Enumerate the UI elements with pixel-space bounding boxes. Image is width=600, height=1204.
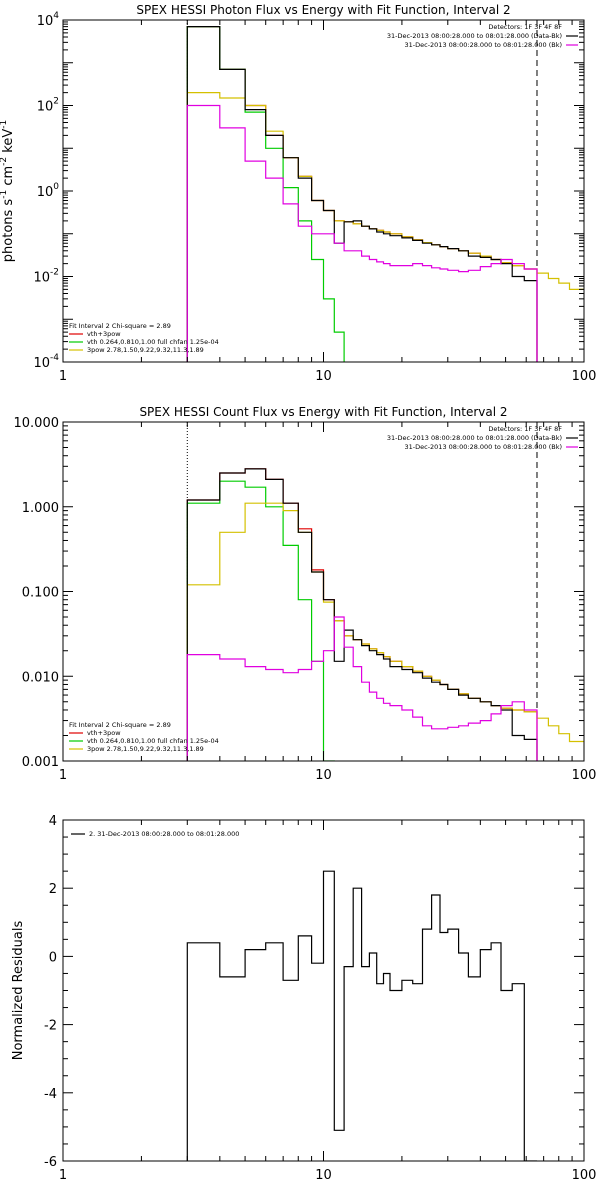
legend-entry: 3pow 2.78,1.50,9.22,9.32,11.3,1.89: [87, 745, 204, 753]
plot-area-1: [186, 20, 584, 362]
plot-frame-1: [62, 19, 585, 363]
legend-fit-info: Fit Interval 2 Chi-square = 2.89: [69, 322, 171, 330]
legend-entry: vth 0.264,0.810,1.00 full chfan 1.25e-04: [87, 338, 219, 346]
x-tick-label: 100: [572, 768, 597, 783]
series-bk: [186, 616, 538, 761]
x-tick-label: 10: [315, 369, 332, 384]
y-tick-label: 0.010: [22, 670, 59, 685]
series-vth-3pow: [186, 468, 538, 761]
y-tick-label: -6: [44, 1155, 57, 1170]
x-tick-label: 1: [59, 369, 67, 384]
y-tick-label: 0.001: [22, 755, 59, 770]
legend-top-right-entry: 31-Dec-2013 08:00:28.000 to 08:01:28.000…: [387, 434, 562, 442]
y-tick-label: 2: [49, 882, 57, 897]
y-tick-label: 0: [49, 950, 57, 965]
y-axis-label: Normalized Residuals: [11, 921, 26, 1061]
legend-top-right-entry: Detectors: 1F 3F 4F 8F: [488, 23, 562, 31]
series-data-bk: [186, 468, 538, 761]
series-vth-3pow: [186, 26, 538, 362]
legend-top-right-entry: 31-Dec-2013 08:00:28.000 to 08:01:28.000…: [387, 32, 562, 40]
x-tick-label: 10: [315, 768, 332, 783]
y-axis-label: photons s-1 cm-2 keV-1: [0, 120, 16, 262]
x-tick-label: 1: [59, 768, 67, 783]
legend-top-right-entry: 31-Dec-2013 08:00:28.000 to 08:01:28.000…: [405, 41, 563, 49]
legend-entry: 3pow 2.78,1.50,9.22,9.32,11.3,1.89: [87, 346, 204, 354]
y-tick-label: 10-4: [33, 353, 59, 371]
y-tick-label: -4: [44, 1087, 57, 1102]
chart-title: SPEX HESSI Count Flux vs Energy with Fit…: [139, 405, 507, 419]
x-tick-label: 10: [315, 1168, 332, 1183]
y-tick-label: 0.100: [22, 586, 59, 601]
y-tick-label: 102: [37, 97, 59, 115]
series-vth: [186, 26, 345, 362]
x-tick-label: 1: [59, 1168, 67, 1183]
x-tick-label: 100: [572, 1168, 597, 1183]
series-bk: [186, 104, 538, 362]
plot-area-3: [186, 870, 537, 1161]
legend-entry: vth+3pow: [87, 729, 121, 737]
series-data-bk: [186, 26, 538, 362]
series-residuals: [186, 870, 537, 1161]
legend-entry: 2. 31-Dec-2013 08:00:28.000 to 08:01:28.…: [89, 830, 239, 838]
y-tick-label: 10.000: [14, 416, 60, 431]
y-tick-label: 104: [37, 11, 60, 29]
plot-area-2: [186, 422, 584, 761]
x-tick-label: 100: [572, 369, 597, 384]
y-tick-label: 4: [49, 814, 57, 829]
y-tick-label: 100: [37, 182, 60, 200]
legend-entry: vth 0.264,0.810,1.00 full chfan 1.25e-04: [87, 737, 219, 745]
legend-fit-info: Fit Interval 2 Chi-square = 2.89: [69, 721, 171, 729]
legend-top-right-entry: Detectors: 1F 3F 4F 8F: [488, 425, 562, 433]
y-tick-label: 1.000: [22, 501, 59, 516]
legend-entry: vth+3pow: [87, 330, 121, 338]
series-3pow: [186, 502, 584, 761]
y-tick-label: -2: [44, 1019, 57, 1034]
legend-top-right-entry: 31-Dec-2013 08:00:28.000 to 08:01:28.000…: [405, 443, 563, 451]
y-tick-label: 10-2: [33, 268, 59, 286]
chart-title: SPEX HESSI Photon Flux vs Energy with Fi…: [136, 3, 510, 17]
